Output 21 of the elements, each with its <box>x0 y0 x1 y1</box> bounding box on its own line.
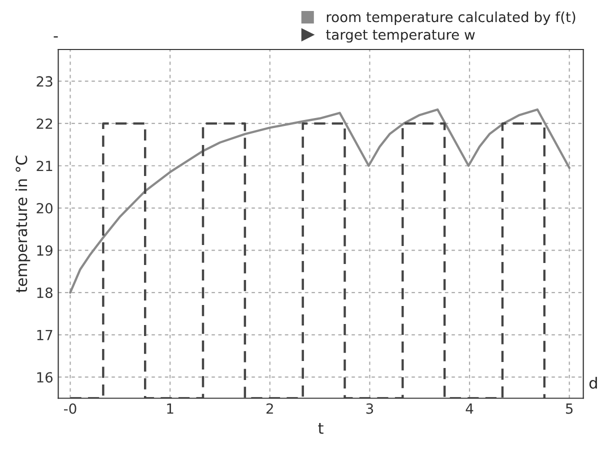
x-tick-label: 3 <box>366 403 374 414</box>
y-tick-label: 21 <box>36 160 52 172</box>
y-tick-label: 16 <box>37 372 53 383</box>
x-tick-label: 5 <box>566 404 573 414</box>
legend-label: room temperature calculated by f(t) <box>326 12 576 25</box>
line-series <box>69 108 570 294</box>
y-tick-label: 22 <box>36 118 52 129</box>
x-tick-label: 1 <box>167 404 174 414</box>
y-tick-label: 17 <box>37 330 52 340</box>
y-tick-label: 23 <box>36 76 52 87</box>
y-axis-title: temperature in °C <box>15 156 30 292</box>
x-tick-label: -0 <box>64 403 76 414</box>
x-tick-label: 4 <box>466 404 474 414</box>
y-tick-label: 18 <box>37 288 52 298</box>
y-tick-label: 19 <box>37 245 52 256</box>
text: - <box>54 36 58 38</box>
x-tick-label: 2 <box>266 403 273 414</box>
legend-label: target temperature w <box>326 30 475 43</box>
text: d <box>589 376 597 389</box>
y-tick-label: 20 <box>36 202 52 214</box>
x-axis-title: t <box>318 422 324 434</box>
